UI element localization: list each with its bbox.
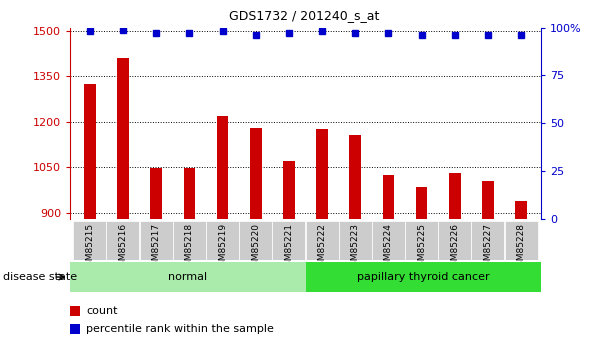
Text: GSM85227: GSM85227	[483, 223, 492, 272]
Bar	[217, 116, 229, 219]
Bar	[250, 128, 261, 219]
Text: GSM85224: GSM85224	[384, 223, 393, 272]
Bar	[416, 187, 427, 219]
Bar	[150, 168, 162, 219]
Text: GSM85218: GSM85218	[185, 223, 194, 272]
Bar	[305, 221, 339, 260]
Bar	[283, 161, 295, 219]
Bar	[106, 221, 139, 260]
Bar	[73, 221, 106, 260]
Bar	[239, 221, 272, 260]
Bar	[482, 181, 494, 219]
Bar	[516, 201, 527, 219]
Text: GSM85215: GSM85215	[85, 223, 94, 272]
Bar	[70, 262, 305, 292]
Text: GSM85216: GSM85216	[119, 223, 128, 272]
Bar	[405, 221, 438, 260]
Text: GSM85223: GSM85223	[351, 223, 360, 272]
Text: papillary thyroid cancer: papillary thyroid cancer	[357, 272, 489, 282]
Text: normal: normal	[168, 272, 207, 282]
Text: GDS1732 / 201240_s_at: GDS1732 / 201240_s_at	[229, 9, 379, 22]
Bar	[206, 221, 239, 260]
Bar	[505, 221, 537, 260]
Text: GSM85221: GSM85221	[285, 223, 294, 272]
Bar	[305, 262, 541, 292]
Bar	[350, 136, 361, 219]
Text: GSM85222: GSM85222	[317, 223, 326, 272]
Bar	[272, 221, 305, 260]
Text: GSM85228: GSM85228	[517, 223, 526, 272]
Text: GSM85220: GSM85220	[251, 223, 260, 272]
Text: percentile rank within the sample: percentile rank within the sample	[86, 324, 274, 334]
Text: GSM85225: GSM85225	[417, 223, 426, 272]
Bar	[339, 221, 371, 260]
Bar	[184, 168, 195, 219]
Text: GSM85226: GSM85226	[451, 223, 459, 272]
Bar	[173, 221, 206, 260]
Bar	[70, 306, 80, 316]
Bar	[471, 221, 505, 260]
Bar	[70, 324, 80, 334]
Text: GSM85219: GSM85219	[218, 223, 227, 272]
Bar	[140, 221, 173, 260]
Bar	[316, 129, 328, 219]
Bar	[84, 84, 95, 219]
Bar	[117, 58, 129, 219]
Bar	[372, 221, 405, 260]
Bar	[438, 221, 471, 260]
Text: count: count	[86, 306, 118, 316]
Text: disease state: disease state	[3, 272, 77, 282]
Bar	[449, 174, 461, 219]
Bar	[382, 175, 394, 219]
Text: GSM85217: GSM85217	[152, 223, 161, 272]
